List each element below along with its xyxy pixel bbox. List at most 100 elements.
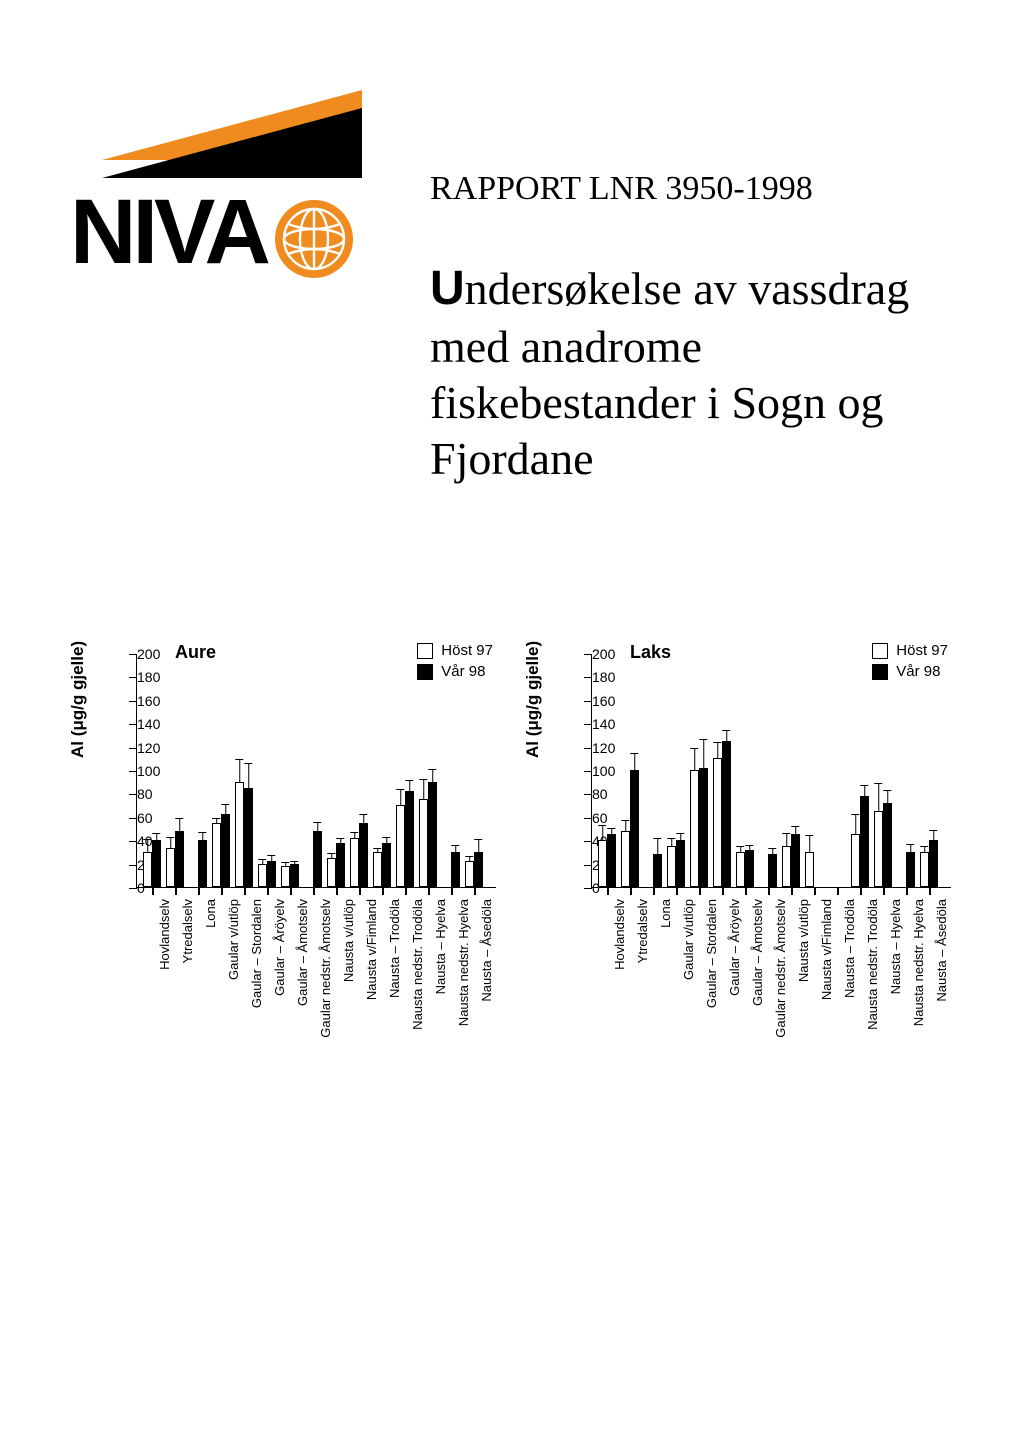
error-bar	[657, 838, 659, 856]
error-bar	[331, 853, 333, 859]
bar-var98	[313, 831, 322, 887]
x-tick	[607, 887, 609, 895]
error-bar	[887, 790, 889, 804]
x-tick	[290, 887, 292, 895]
x-tick-label: Nausta nedstr. Trodöla	[410, 899, 425, 1030]
chart-aure: AureHöst 97Vår 98Al (μg/g gjelle)0204060…	[60, 640, 505, 1074]
error-bar	[285, 862, 287, 867]
bar-var98	[175, 831, 184, 887]
x-tick-label: Gaular – Stordalen	[249, 899, 264, 1008]
bar-host97	[143, 852, 152, 887]
x-tick-label: Gaular – Åmotselv	[295, 899, 310, 1006]
y-tick	[129, 865, 137, 866]
error-bar	[179, 818, 181, 832]
error-bar	[400, 789, 402, 807]
x-tick	[699, 887, 701, 895]
error-bar	[740, 846, 742, 853]
error-bar	[432, 769, 434, 783]
error-bar	[386, 837, 388, 844]
x-tick	[883, 887, 885, 895]
y-tick	[129, 701, 137, 702]
x-tick-label: Gaular – Stordalen	[704, 899, 719, 1008]
y-tick	[584, 841, 592, 842]
x-tick	[630, 887, 632, 895]
error-bar	[809, 835, 811, 853]
error-bar	[795, 826, 797, 835]
report-number: RAPPORT LNR 3950-1998	[430, 170, 813, 208]
error-bar	[602, 825, 604, 841]
x-tick-label: Gaular v/utlöp	[681, 899, 696, 980]
bar-var98	[630, 770, 639, 887]
error-bar	[469, 856, 471, 862]
x-tick	[244, 887, 246, 895]
bar-var98	[405, 791, 414, 887]
bar-host97	[667, 846, 676, 887]
error-bar	[377, 848, 379, 853]
x-tick-label: Ytredalselv	[180, 899, 195, 963]
x-tick	[175, 887, 177, 895]
niva-logo: NIVA	[70, 90, 400, 290]
x-tick-label: Lona	[203, 899, 218, 928]
bar-var98	[382, 843, 391, 887]
chart-laks: LaksHöst 97Vår 98Al (μg/g gjelle)0204060…	[515, 640, 960, 1074]
y-axis-label: Al (μg/g gjelle)	[523, 641, 543, 758]
bar-var98	[359, 823, 368, 887]
error-bar	[625, 820, 627, 832]
error-bar	[340, 838, 342, 844]
title-rest: ndersøkelse av vassdrag med anadrome fis…	[430, 263, 909, 484]
error-bar	[170, 837, 172, 850]
y-tick	[584, 818, 592, 819]
x-tick-label: Nausta v/utlöp	[796, 899, 811, 982]
error-bar	[634, 753, 636, 771]
x-tick-label: Gaular v/utlöp	[226, 899, 241, 980]
bar-var98	[428, 782, 437, 887]
bar-host97	[327, 858, 336, 887]
error-bar	[878, 783, 880, 812]
error-bar	[864, 785, 866, 797]
y-tick	[584, 794, 592, 795]
error-bar	[726, 730, 728, 742]
bar-host97	[166, 848, 175, 887]
x-tick	[405, 887, 407, 895]
y-tick	[129, 771, 137, 772]
bar-host97	[465, 861, 474, 887]
x-tick	[267, 887, 269, 895]
error-bar	[694, 748, 696, 771]
x-tick	[929, 887, 931, 895]
y-tick	[129, 888, 137, 889]
x-tick	[198, 887, 200, 895]
x-tick	[906, 887, 908, 895]
y-tick	[129, 677, 137, 678]
bar-host97	[281, 866, 290, 887]
x-tick	[791, 887, 793, 895]
y-axis-label: Al (μg/g gjelle)	[68, 641, 88, 758]
plot-area: 020406080100120140160180200HovlandselvYt…	[591, 654, 951, 888]
error-bar	[156, 833, 158, 841]
error-bar	[786, 833, 788, 847]
error-bar	[455, 845, 457, 853]
x-tick	[221, 887, 223, 895]
bar-host97	[805, 852, 814, 887]
y-tick	[584, 748, 592, 749]
x-tick-label: Nausta v/Fimland	[364, 899, 379, 1000]
bar-var98	[221, 814, 230, 887]
bar-var98	[607, 834, 616, 887]
error-bar	[717, 742, 719, 760]
bar-var98	[676, 840, 685, 887]
error-bar	[202, 832, 204, 841]
bar-var98	[768, 854, 777, 887]
x-tick	[382, 887, 384, 895]
error-bar	[910, 844, 912, 853]
bar-var98	[745, 850, 754, 887]
bar-host97	[212, 823, 221, 887]
logo-text: NIVA	[70, 180, 267, 285]
plot-area: 020406080100120140160180200HovlandselvYt…	[136, 654, 496, 888]
globe-icon	[275, 200, 353, 278]
x-tick-label: Nausta nedstr. Hyelva	[911, 899, 926, 1026]
x-tick-label: Nausta v/Fimland	[819, 899, 834, 1000]
bar-host97	[419, 799, 428, 887]
error-bar	[933, 830, 935, 842]
y-tick	[584, 724, 592, 725]
bar-host97	[258, 864, 267, 887]
bar-var98	[929, 840, 938, 887]
